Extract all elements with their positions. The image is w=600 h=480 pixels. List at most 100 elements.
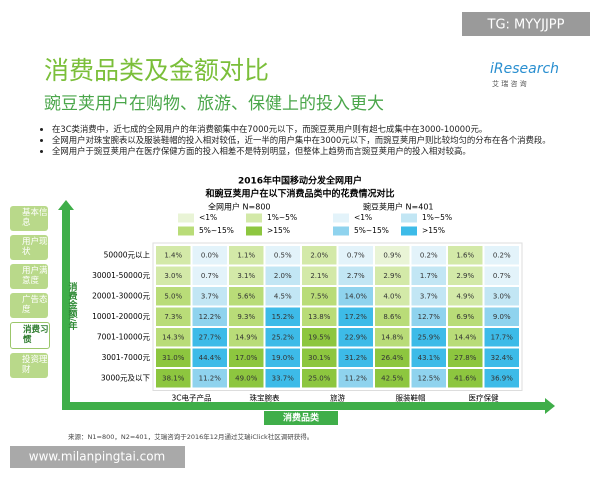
cell xyxy=(265,287,300,306)
row-label: 7001-10000元 xyxy=(97,332,151,341)
cell-label: 32.4% xyxy=(491,354,514,362)
cell-label: 14.4% xyxy=(454,333,477,341)
cell xyxy=(229,369,264,388)
cell xyxy=(156,348,191,367)
legend-swatch xyxy=(401,226,417,236)
column-label: 医疗保健 xyxy=(469,393,499,403)
cell xyxy=(375,287,410,306)
cell-label: 17.7% xyxy=(491,333,514,341)
cell xyxy=(448,307,483,326)
cell-label: 0.7% xyxy=(201,272,219,280)
watermark-box xyxy=(10,446,185,468)
cell xyxy=(448,266,483,285)
cell xyxy=(338,266,373,285)
column-label: 珠宝腕表 xyxy=(250,393,280,403)
cell-label: 11.2% xyxy=(345,374,368,382)
cell xyxy=(265,369,300,388)
cell-label: 2.9% xyxy=(383,272,401,280)
legend-label: <1% xyxy=(199,213,217,222)
cell-label: 3.0% xyxy=(493,292,511,300)
legend-label: >15% xyxy=(267,226,290,235)
x-label-box xyxy=(264,411,338,425)
cell-label: 31.2% xyxy=(345,354,368,362)
cell xyxy=(302,328,337,347)
cell-label: 31.0% xyxy=(162,354,185,362)
cell-label: 42.5% xyxy=(381,374,404,382)
cell-label: 22.9% xyxy=(345,333,368,341)
cell-label: 3.1% xyxy=(237,272,255,280)
cell xyxy=(484,287,519,306)
cell xyxy=(156,287,191,306)
cell-label: 12.5% xyxy=(418,374,441,382)
cell-label: 14.3% xyxy=(162,333,185,341)
cell-label: 1.6% xyxy=(456,251,474,259)
legend-name: 豌豆荚用户 N=401 xyxy=(363,202,434,212)
cell xyxy=(375,307,410,326)
cell-label: 17.2% xyxy=(345,313,368,321)
legend-name: 全网用户 N=800 xyxy=(208,202,271,212)
cell-label: 12.7% xyxy=(418,313,441,321)
cell xyxy=(411,246,446,265)
cell xyxy=(448,348,483,367)
cell-label: 3.7% xyxy=(201,292,219,300)
cell xyxy=(375,369,410,388)
cell-label: 25.9% xyxy=(418,333,441,341)
cell xyxy=(375,246,410,265)
cell-label: 7.3% xyxy=(164,313,182,321)
row-label: 10001-20000元 xyxy=(92,312,150,321)
row-label: 3000元及以下 xyxy=(101,373,151,382)
cell xyxy=(192,369,227,388)
side-nav: 基本信息 用户现状 用户满意度 广告态度 消费习惯 投资理财 xyxy=(10,206,56,382)
bullet: 在3C类消费中，近七成的全网用户的年消费额集中在7000元以下，而豌豆荚用户则有… xyxy=(52,124,582,135)
nav-item: 基本信息 xyxy=(10,206,48,231)
cell xyxy=(484,246,519,265)
cell xyxy=(338,369,373,388)
cell-label: 19.5% xyxy=(308,333,331,341)
cell-label: 44.4% xyxy=(199,354,222,362)
cell-label: 14.8% xyxy=(381,333,404,341)
cell xyxy=(484,266,519,285)
legend-label: 1%~5% xyxy=(267,213,297,222)
cell xyxy=(302,307,337,326)
cell-label: 25.2% xyxy=(272,333,295,341)
cell-label: 14.0% xyxy=(345,292,368,300)
cell-label: 13.8% xyxy=(308,313,331,321)
legend-label: 5%~15% xyxy=(199,226,234,235)
cell-label: 0.7% xyxy=(347,251,365,259)
watermark: www.milanpingtai.com xyxy=(29,450,165,464)
cell xyxy=(265,328,300,347)
cell xyxy=(265,307,300,326)
cell-label: 4.5% xyxy=(274,292,292,300)
cell-label: 4.9% xyxy=(456,292,474,300)
cell-label: 17.0% xyxy=(235,354,258,362)
cell xyxy=(265,348,300,367)
cell-label: 30.1% xyxy=(308,354,331,362)
cell xyxy=(156,328,191,347)
cell-label: 2.9% xyxy=(456,272,474,280)
cell-label: 0.5% xyxy=(274,251,292,259)
cell-label: 1.4% xyxy=(164,251,182,259)
cell-label: 7.5% xyxy=(310,292,328,300)
cell xyxy=(338,348,373,367)
cell xyxy=(302,246,337,265)
watermark-box xyxy=(462,12,590,36)
title: 消费品类及金额对比 xyxy=(44,56,269,85)
bullet: 全网用户对珠宝腕表以及服装鞋帽的投入相对较低，近一半的用户集中在3000元以下，… xyxy=(52,135,582,146)
cell xyxy=(411,287,446,306)
subtitle: 豌豆荚用户在购物、旅游、保健上的投入更大 xyxy=(44,94,384,114)
bullet: 全网用户于豌豆荚用户在医疗保健方面的投入相差不是特别明显，但整体上趋势而言豌豆荚… xyxy=(52,146,582,157)
cell-label: 33.7% xyxy=(272,374,295,382)
cell xyxy=(338,287,373,306)
cell xyxy=(411,348,446,367)
legend-swatch xyxy=(246,226,262,236)
cell xyxy=(411,307,446,326)
cell-label: 43.1% xyxy=(418,354,441,362)
legend-label: >15% xyxy=(422,226,445,235)
cell xyxy=(229,328,264,347)
cell xyxy=(338,328,373,347)
column-label: 服装鞋帽 xyxy=(396,393,426,403)
nav-item: 用户满意度 xyxy=(10,264,48,289)
cell xyxy=(411,369,446,388)
cell xyxy=(448,328,483,347)
